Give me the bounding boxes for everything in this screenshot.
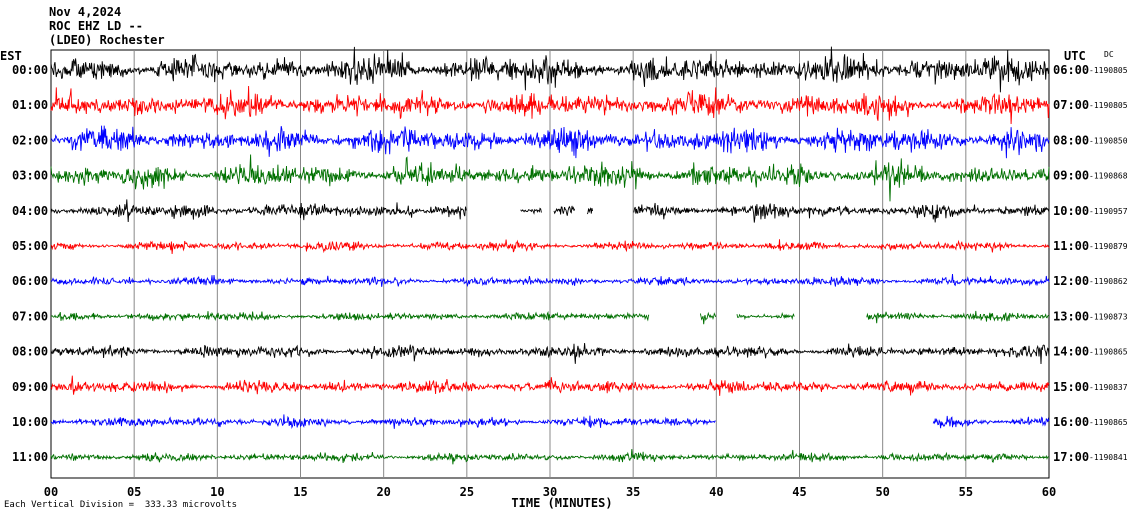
- dc-offset-label: -1190879: [1089, 242, 1128, 251]
- x-tick-label: 45: [792, 485, 806, 499]
- trace-line: [50, 239, 1050, 255]
- dc-offset-label: -1190850: [1089, 136, 1128, 145]
- est-hour-label: 04:00: [12, 204, 48, 218]
- est-hour-label: 00:00: [12, 63, 48, 77]
- trace-line: [50, 85, 1050, 125]
- utc-hour-label: 16:00: [1053, 415, 1089, 429]
- dc-offset-label: -1190837: [1089, 383, 1128, 392]
- x-tick-label: 25: [460, 485, 474, 499]
- dc-offset-label: -1190805: [1089, 101, 1128, 110]
- x-tick-label: 30: [543, 485, 557, 499]
- x-tick-label: 50: [875, 485, 889, 499]
- trace-line: [50, 199, 1050, 223]
- x-tick-label: 00: [44, 485, 58, 499]
- chart-date: Nov 4,2024: [49, 5, 122, 19]
- utc-hour-label: 15:00: [1053, 380, 1089, 394]
- utc-hour-label: 11:00: [1053, 239, 1089, 253]
- dc-offset-label: -1190865: [1089, 348, 1128, 357]
- dc-label: DC: [1104, 50, 1114, 59]
- x-tick-label: 05: [127, 485, 141, 499]
- utc-axis-label: UTC: [1064, 49, 1086, 63]
- est-hour-label: 09:00: [12, 380, 48, 394]
- x-tick-label: 60: [1042, 485, 1056, 499]
- trace-line: [50, 125, 1050, 159]
- est-hour-label: 02:00: [12, 133, 48, 147]
- x-axis-title: TIME (MINUTES): [511, 496, 612, 510]
- dc-offset-label: -1190868: [1089, 172, 1128, 181]
- trace-line: [50, 310, 1050, 325]
- x-tick-label: 15: [293, 485, 307, 499]
- dc-offset-label: -1190862: [1089, 277, 1128, 286]
- est-hour-label: 03:00: [12, 169, 48, 183]
- vertical-scale-note: Each Vertical Division = 333.33 microvol…: [4, 500, 237, 510]
- utc-hour-label: 10:00: [1053, 204, 1089, 218]
- est-hour-label: 01:00: [12, 98, 48, 112]
- x-tick-label: 35: [626, 485, 640, 499]
- trace-line: [50, 46, 1050, 93]
- station-id: ROC EHZ LD --: [49, 19, 143, 33]
- est-hour-label: 10:00: [12, 415, 48, 429]
- trace-line: [50, 414, 1050, 430]
- est-hour-label: 06:00: [12, 274, 48, 288]
- utc-hour-label: 07:00: [1053, 98, 1089, 112]
- est-hour-label: 05:00: [12, 239, 48, 253]
- est-hour-label: 08:00: [12, 345, 48, 359]
- est-hour-label: 07:00: [12, 309, 48, 323]
- utc-hour-label: 14:00: [1053, 345, 1089, 359]
- dc-offset-label: -1190865: [1089, 418, 1128, 427]
- utc-hour-label: 12:00: [1053, 274, 1089, 288]
- dc-offset-label: -1190805: [1089, 66, 1128, 75]
- x-tick-label: 40: [709, 485, 723, 499]
- x-tick-label: 20: [376, 485, 390, 499]
- dc-offset-label: -1190841: [1089, 453, 1128, 462]
- utc-hour-label: 17:00: [1053, 450, 1089, 464]
- est-hour-label: 11:00: [12, 450, 48, 464]
- trace-line: [50, 449, 1050, 465]
- utc-hour-label: 08:00: [1053, 133, 1089, 147]
- trace-line: [50, 154, 1050, 202]
- utc-hour-label: 06:00: [1053, 63, 1089, 77]
- utc-hour-label: 13:00: [1053, 309, 1089, 323]
- trace-line: [50, 375, 1050, 396]
- trace-line: [50, 343, 1050, 365]
- est-axis-label: EST: [0, 49, 22, 63]
- x-tick-label: 10: [210, 485, 224, 499]
- utc-hour-label: 09:00: [1053, 169, 1089, 183]
- dc-offset-label: -1190957: [1089, 207, 1128, 216]
- station-location: (LDEO) Rochester: [49, 33, 165, 47]
- dc-offset-label: -1190873: [1089, 312, 1128, 321]
- trace-line: [50, 273, 1050, 288]
- x-tick-label: 55: [959, 485, 973, 499]
